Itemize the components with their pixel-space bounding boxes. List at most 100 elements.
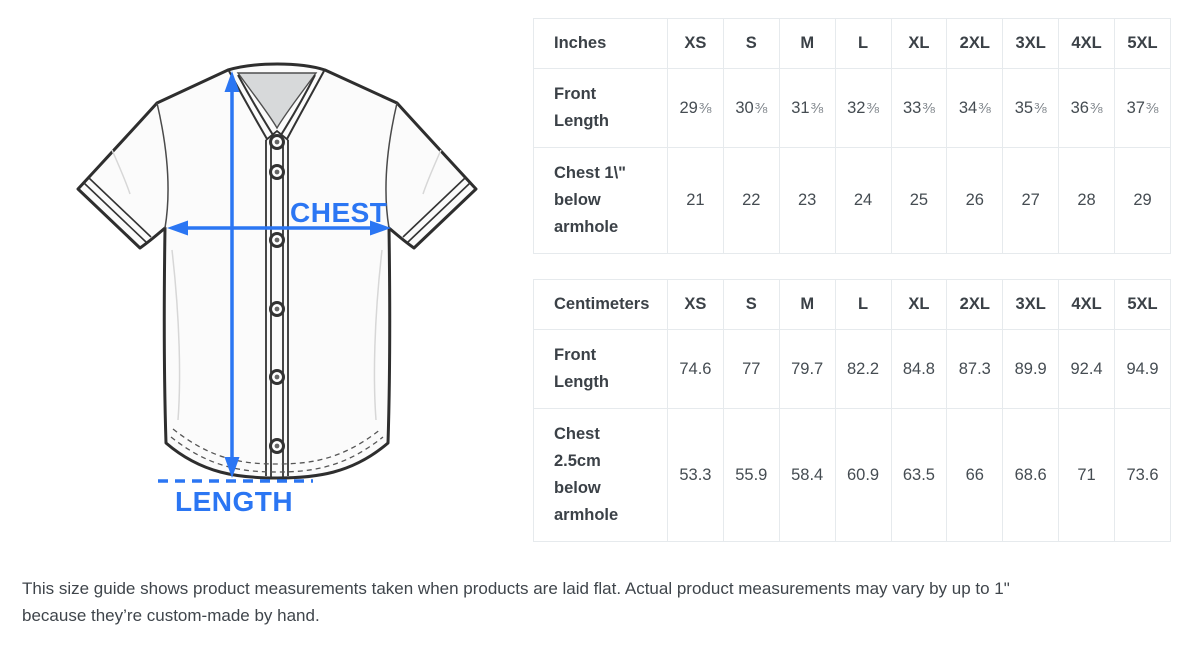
size-column-header: 3XL [1002, 18, 1060, 69]
measurement-value: 66 [946, 408, 1004, 542]
measurement-value: 74.6 [667, 329, 724, 409]
button [269, 438, 285, 454]
length-arrow [224, 71, 240, 478]
measurement-value: 73.6 [1114, 408, 1171, 542]
fraction-glyph: ⅜ [698, 99, 712, 117]
measurement-value: 29 [1114, 147, 1171, 254]
size-table-inches: Inches XS S M L XL 2XL 3XL 4XL 5XL Front Length 29⅜… [533, 18, 1171, 254]
measurement-row: Front Length 74.6 77 79.7 82.2 84.8 87.3 89.9 92… [533, 329, 1171, 409]
size-column-header: XL [890, 279, 948, 330]
measurement-row-label: Chest 1\" below armhole [533, 147, 668, 254]
measurement-value: 68.6 [1002, 408, 1060, 542]
measurement-value: 71 [1058, 408, 1115, 542]
measurement-value: 36⅜ [1058, 68, 1115, 148]
measurement-value: 33⅜ [890, 68, 948, 148]
size-guide-footnote: This size guide shows product measuremen… [22, 579, 1010, 625]
fraction-glyph: ⅜ [754, 99, 768, 117]
button [269, 369, 285, 385]
unit-header: Inches [533, 18, 668, 69]
cuff-stripes [83, 177, 471, 243]
armhole-seams [156, 102, 398, 229]
arrowhead-up [224, 71, 240, 92]
buttons [269, 134, 285, 454]
measurement-value: 92.4 [1058, 329, 1115, 409]
arrowhead-right [370, 220, 391, 236]
fraction-glyph: ⅜ [1145, 99, 1159, 117]
size-column-header: L [834, 279, 892, 330]
size-column-header: L [834, 18, 892, 69]
measurement-value: 23 [778, 147, 836, 254]
measurement-value: 84.8 [890, 329, 948, 409]
size-column-header: 3XL [1002, 279, 1060, 330]
measurement-value: 53.3 [667, 408, 724, 542]
fraction-glyph: ⅜ [1089, 99, 1103, 117]
hem-stitching [170, 428, 384, 473]
fraction-glyph: ⅜ [1034, 99, 1047, 117]
size-column-header: XL [890, 18, 948, 69]
jersey-diagram: CHEST LENGTH [76, 62, 478, 517]
fraction-glyph: ⅜ [922, 99, 935, 117]
measurement-value: 63.5 [890, 408, 948, 542]
measurement-value: 89.9 [1002, 329, 1060, 409]
arrowhead-left [167, 220, 188, 236]
measurement-value: 55.9 [722, 408, 780, 542]
measurement-value: 37⅜ [1114, 68, 1171, 148]
measurement-value: 77 [722, 329, 780, 409]
measurement-value: 26 [946, 147, 1004, 254]
size-column-header: XS [667, 279, 724, 330]
measurement-value: 27 [1002, 147, 1060, 254]
measurement-value: 22 [722, 147, 780, 254]
measurement-row: Chest 1\" below armhole 21 22 23 24 25 26 27 28 2… [533, 147, 1171, 254]
fold-lines [111, 149, 442, 421]
size-table-header-row: Centimeters XS S M L XL 2XL 3XL 4XL 5XL [533, 279, 1171, 330]
measurement-value: 21 [667, 147, 724, 254]
measurement-row-label: Chest 2.5cm below armhole [533, 408, 668, 542]
measurement-row: Front Length 29⅜ 30⅜ 31⅜ 32⅜ 33⅜ 34⅜ 35⅜ 36⅜ 37⅜ [533, 68, 1171, 148]
size-column-header: 4XL [1058, 18, 1115, 69]
button [269, 301, 285, 317]
unit-header: Centimeters [533, 279, 668, 330]
size-column-header: XS [667, 18, 724, 69]
measurement-row-label: Front Length [533, 329, 668, 409]
measurement-value: 58.4 [778, 408, 836, 542]
measurement-value: 87.3 [946, 329, 1004, 409]
size-column-header: 2XL [946, 18, 1004, 69]
measurement-value: 29⅜ [667, 68, 724, 148]
measurement-value: 24 [834, 147, 892, 254]
measurement-value: 94.9 [1114, 329, 1171, 409]
measurement-value: 28 [1058, 147, 1115, 254]
size-column-header: M [778, 18, 836, 69]
chest-arrow [167, 220, 391, 236]
size-column-header: S [722, 18, 780, 69]
size-tables: Inches XS S M L XL 2XL 3XL 4XL 5XL Front Length 29⅜… [533, 18, 1171, 542]
measurement-row-label: Front Length [533, 68, 668, 148]
jersey-outline [76, 62, 478, 480]
fraction-glyph: ⅜ [866, 99, 879, 117]
button [269, 232, 285, 248]
measurement-value: 25 [890, 147, 948, 254]
measurement-value: 30⅜ [722, 68, 780, 148]
collar-inner-back [236, 72, 318, 130]
measurement-value: 82.2 [834, 329, 892, 409]
fraction-glyph: ⅜ [810, 99, 824, 117]
measurement-value: 31⅜ [778, 68, 836, 148]
size-column-header: 4XL [1058, 279, 1115, 330]
measurement-value: 60.9 [834, 408, 892, 542]
measurement-value: 79.7 [778, 329, 836, 409]
button [269, 164, 285, 180]
measurement-value: 34⅜ [946, 68, 1004, 148]
size-column-header: M [778, 279, 836, 330]
measurement-value: 35⅜ [1002, 68, 1060, 148]
size-table-header-row: Inches XS S M L XL 2XL 3XL 4XL 5XL [533, 18, 1171, 69]
measurement-value: 32⅜ [834, 68, 892, 148]
fraction-glyph: ⅜ [978, 99, 991, 117]
length-label: LENGTH [175, 486, 293, 517]
button [269, 134, 285, 150]
arrowhead-down [224, 457, 240, 478]
measurement-row: Chest 2.5cm below armhole 53.3 55.9 58.4 60.… [533, 408, 1171, 542]
size-table-centimeters: Centimeters XS S M L XL 2XL 3XL 4XL 5XL Front Leng… [533, 279, 1171, 542]
size-column-header: 5XL [1114, 18, 1171, 69]
chest-label: CHEST [290, 197, 387, 228]
size-column-header: S [722, 279, 780, 330]
